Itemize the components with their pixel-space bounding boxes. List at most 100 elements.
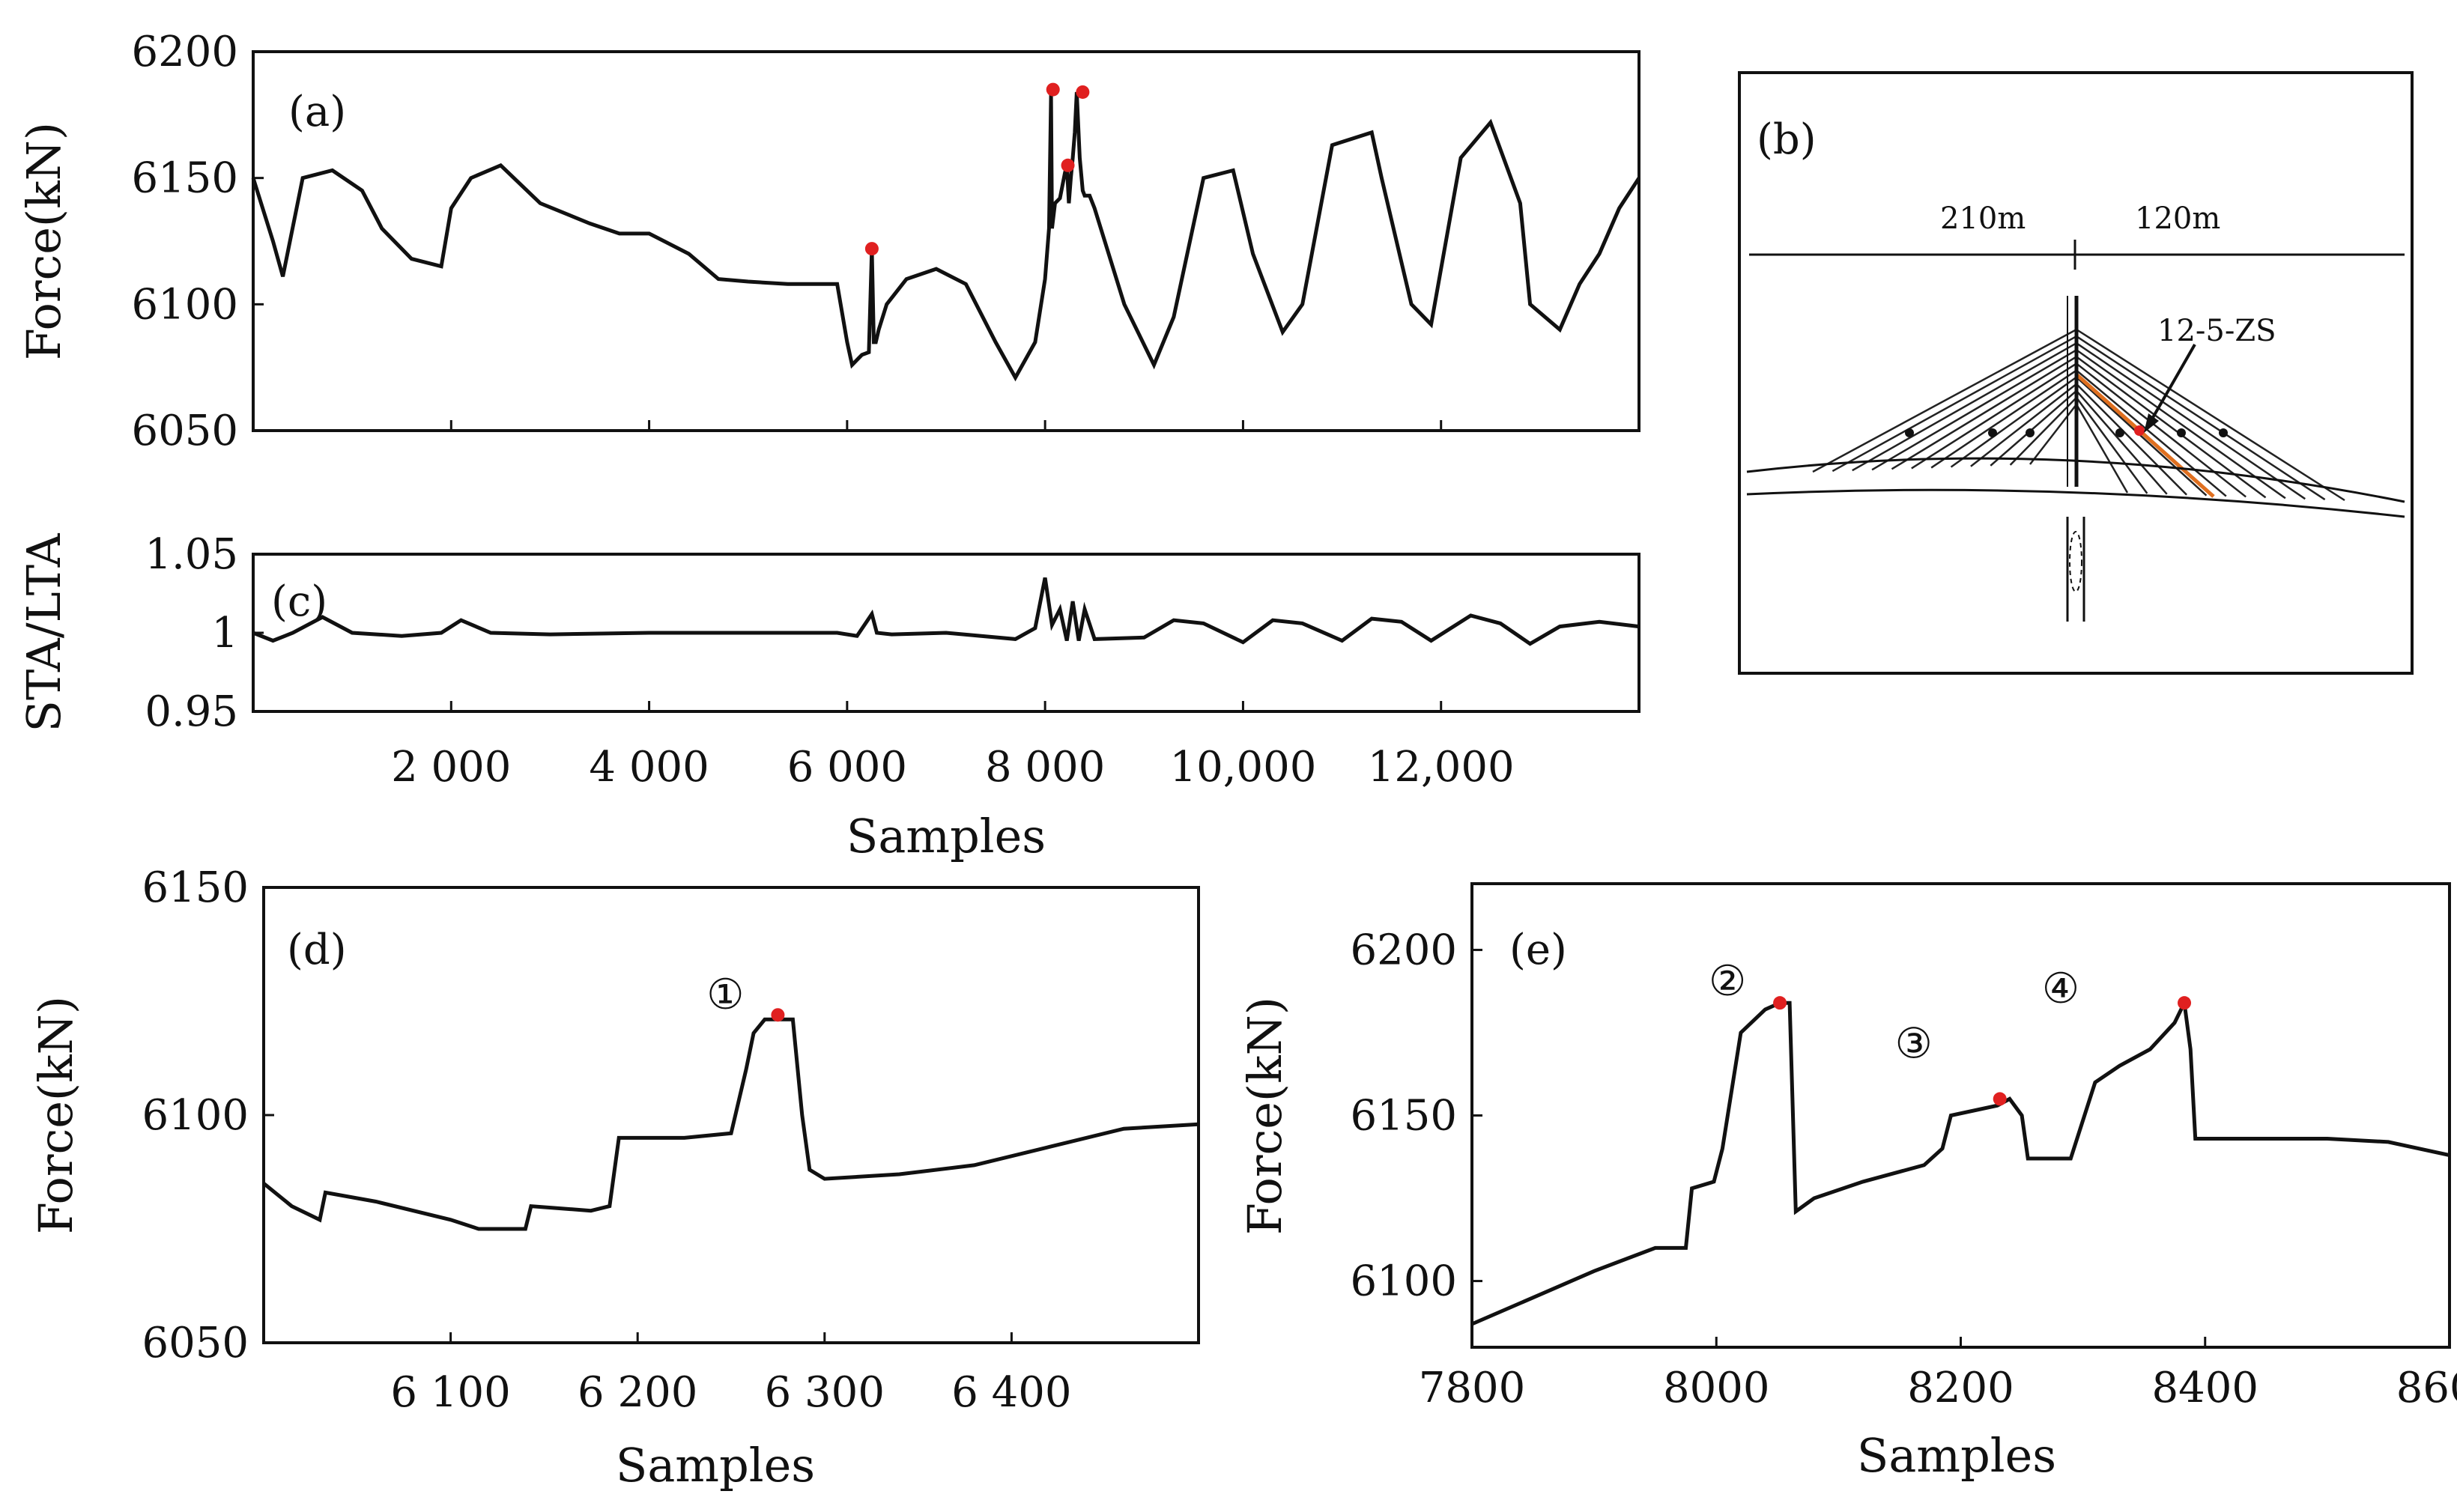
x-tick-label: 6 400 (951, 1368, 1071, 1417)
span-right-label: 120m (2135, 201, 2220, 236)
panel-c-chart: 0.95 1 1.05 2 000 4 000 6 000 8 000 10,000 12,0… (16, 530, 1640, 863)
y-tick-label: 6150 (131, 154, 238, 203)
panel-d-ylabel: Force(kN) (28, 996, 83, 1234)
stay-cable (1891, 356, 2077, 470)
peak-marker (1773, 996, 1787, 1010)
stay-cable (2076, 389, 2168, 495)
stay-cable (1871, 349, 2077, 471)
x-tick-label: 8600 (2396, 1364, 2457, 1412)
stay-cables (1812, 328, 2345, 502)
panel-c-xlabel: Samples (846, 809, 1046, 863)
stay-cable (1950, 376, 2077, 468)
peak-marker (2178, 996, 2192, 1010)
panel-b-diagram: (b) 210m 120m 12-5-ZS (1738, 71, 2414, 675)
peak-marker (1061, 158, 1075, 172)
cable-12-5-zs-highlight (2075, 373, 2215, 498)
y-tick-label: 6200 (1350, 926, 1457, 974)
y-tick-label: 6100 (131, 280, 238, 329)
peak-marker (1046, 82, 1060, 97)
anchor-dot (1988, 428, 1997, 437)
panel-d-chart: 6050 6100 6150 6 100 6 200 6 300 6 400 Force(… (28, 863, 1200, 1493)
stay-cable (2029, 404, 2077, 465)
y-tick-label: 6150 (1350, 1092, 1457, 1141)
panel-e-series-line (1471, 996, 2450, 1326)
y-tick-label: 1 (211, 609, 238, 658)
stay-cable (2075, 397, 2148, 494)
y-tick-label: 6150 (142, 863, 249, 912)
stay-cable (1930, 369, 2077, 469)
stay-cable (2076, 336, 2326, 501)
x-tick-label: 2 000 (391, 743, 511, 792)
x-tick-label: 6 100 (390, 1368, 510, 1417)
peak-marker (1993, 1092, 2007, 1106)
x-tick-label: 4 000 (589, 743, 709, 792)
bridge-deck-lower (1746, 488, 2405, 518)
stay-cable (2076, 328, 2345, 502)
stay-cable (2076, 369, 2227, 497)
y-tick-label: 6200 (131, 28, 238, 76)
span-left-label: 210m (1940, 201, 2026, 236)
panel-e-chart: 6100 6150 6200 7800 8000 8200 8400 8600 Force(… (1237, 882, 2457, 1483)
panel-a-chart: 6050 6100 6150 6200 Force(kN) (a) (16, 28, 1641, 455)
stay-cable (1832, 335, 2077, 473)
peak-marker (864, 242, 879, 256)
y-tick-label: 6100 (142, 1091, 249, 1140)
cable-label: 12-5-ZS (2157, 314, 2276, 348)
panel-e-xlabel: Samples (1857, 1428, 2056, 1483)
peak-label: ④ (2042, 965, 2079, 1013)
x-tick-label: 12,000 (1368, 743, 1515, 792)
anchor-dot (2177, 428, 2186, 437)
x-tick-label: 6 300 (765, 1368, 885, 1417)
anchor-dot (1905, 428, 1914, 437)
y-tick-label: 0.95 (145, 687, 238, 736)
panel-e-ylabel: Force(kN) (1237, 997, 1292, 1235)
stay-cable (2076, 362, 2247, 498)
y-tick-label: 1.05 (145, 530, 238, 579)
stay-cable (2076, 383, 2187, 496)
panel-a-frame (252, 50, 1640, 432)
x-tick-label: 6 200 (578, 1368, 697, 1417)
panel-a-ylabel: Force(kN) (16, 122, 71, 360)
peak-label: ② (1709, 957, 1746, 1006)
stay-cable (1990, 389, 2077, 467)
peak-label: ③ (1895, 1019, 1933, 1068)
stay-cable (1970, 383, 2077, 467)
stay-cable (2009, 397, 2077, 466)
bridge-deck-upper (1746, 457, 2405, 503)
panel-d-series-line (262, 1017, 1199, 1231)
panel-a-label: (a) (288, 88, 346, 136)
arrow-head (2144, 413, 2159, 433)
panel-e-label: (e) (1509, 926, 1567, 974)
peak-label: ① (706, 971, 744, 1019)
x-tick-label: 8400 (2151, 1364, 2258, 1412)
y-tick-label: 6050 (131, 407, 238, 455)
stay-cable (1852, 342, 2077, 472)
stay-cable (1911, 362, 2077, 470)
panel-b-label: (b) (1757, 115, 1817, 164)
panel-d-label: (d) (287, 926, 347, 974)
x-tick-label: 8200 (1907, 1364, 2014, 1412)
stay-cable (2075, 404, 2129, 494)
stay-cable (2076, 349, 2286, 500)
anchor-dot (2115, 428, 2124, 437)
x-tick-label: 8000 (1663, 1364, 1770, 1412)
panel-b-frame (1738, 71, 2414, 675)
pier-foundation (2069, 531, 2082, 592)
x-tick-label: 8 000 (985, 743, 1105, 792)
panel-a-series-line (251, 91, 1641, 382)
cable-pointer-arrow (2147, 344, 2196, 426)
stay-cable (2076, 376, 2208, 497)
stay-cable (2076, 342, 2306, 500)
x-tick-label: 10,000 (1169, 743, 1316, 792)
peak-marker (771, 1008, 785, 1022)
peak-marker (1076, 85, 1090, 99)
anchor-dot (2219, 428, 2228, 437)
stay-cable (1812, 328, 2077, 473)
panel-d-xlabel: Samples (616, 1438, 815, 1493)
x-tick-label: 6 000 (787, 743, 907, 792)
x-tick-label: 7800 (1419, 1364, 1526, 1412)
panel-c-ylabel: STA/LTA (16, 532, 71, 732)
panel-e-frame (1470, 882, 2451, 1349)
y-tick-label: 6100 (1350, 1257, 1457, 1306)
